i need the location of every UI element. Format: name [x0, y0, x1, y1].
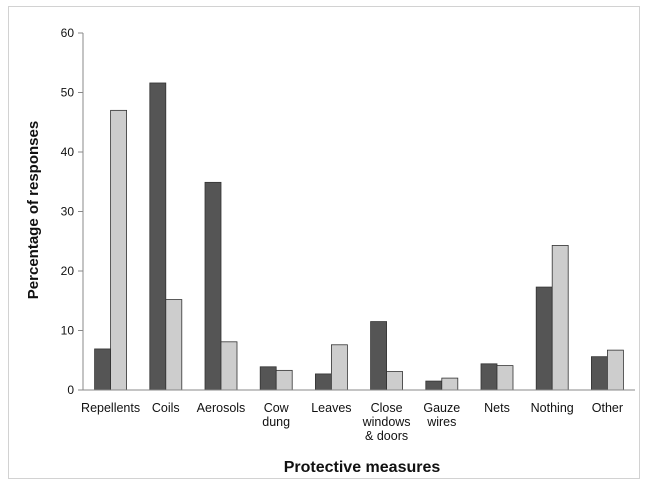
- x-category-label: Nothing: [531, 401, 574, 415]
- x-category-label: & doors: [365, 429, 408, 443]
- x-category-label: Other: [592, 401, 623, 415]
- bar-series-2-5: [386, 371, 404, 391]
- x-category-label: Cow: [264, 401, 290, 415]
- bar-series-2-1: [165, 299, 183, 391]
- bar-series-2-2: [220, 341, 238, 391]
- bar-series-2-8: [551, 245, 569, 391]
- y-tick-label: 60: [61, 26, 75, 40]
- x-category-label: Leaves: [311, 401, 351, 415]
- bar-series-1-8: [535, 286, 553, 391]
- y-tick-label: 10: [61, 324, 75, 338]
- bar-series-1-6: [425, 380, 443, 391]
- y-tick-label: 30: [61, 205, 75, 219]
- x-category-label: Aerosols: [197, 401, 246, 415]
- y-tick-label: 40: [61, 145, 75, 159]
- y-tick-label: 50: [61, 86, 75, 100]
- bar-series-1-1: [149, 82, 167, 391]
- bar-series-2-4: [330, 344, 348, 391]
- bar-series-1-3: [259, 366, 277, 391]
- bar-series-1-4: [314, 373, 332, 391]
- bar-series-1-5: [370, 321, 388, 391]
- x-category-label: wires: [426, 415, 456, 429]
- bar-series-2-0: [110, 109, 127, 391]
- bar-series-2-3: [275, 369, 293, 391]
- bar-series-1-9: [591, 356, 608, 391]
- x-category-label: Close: [371, 401, 403, 415]
- y-axis: 0 10 20 30 40 50 60: [61, 26, 84, 397]
- x-category-label: dung: [262, 415, 290, 429]
- x-category-label: Gauze: [423, 401, 460, 415]
- bar-series-1-0: [94, 348, 111, 391]
- x-axis-label: Protective measures: [284, 459, 441, 476]
- bar-series-group: [94, 82, 624, 391]
- bar-series-2-7: [496, 365, 514, 391]
- bar-series-2-6: [441, 377, 459, 391]
- bar-series-2-9: [607, 349, 624, 391]
- x-category-label: Nets: [484, 401, 510, 415]
- y-axis-label: Percentage of responses: [25, 121, 42, 299]
- bar-series-1-2: [204, 181, 222, 391]
- bar-series-1-7: [480, 363, 498, 391]
- x-category-label: Repellents: [81, 401, 140, 415]
- x-category-label: Coils: [152, 401, 180, 415]
- x-category-label: windows: [362, 415, 411, 429]
- y-tick-label: 0: [67, 383, 74, 397]
- y-tick-label: 20: [61, 264, 75, 278]
